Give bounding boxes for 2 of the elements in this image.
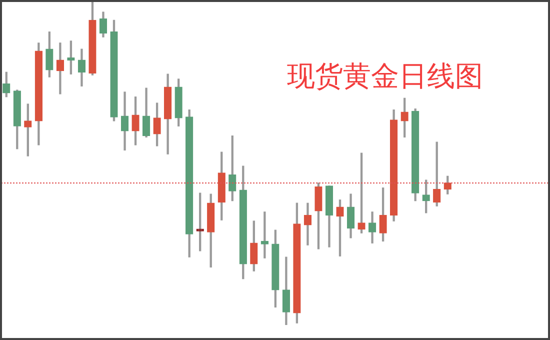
candlestick: [56, 42, 64, 94]
text: 现货黄金日线图: [287, 59, 483, 92]
